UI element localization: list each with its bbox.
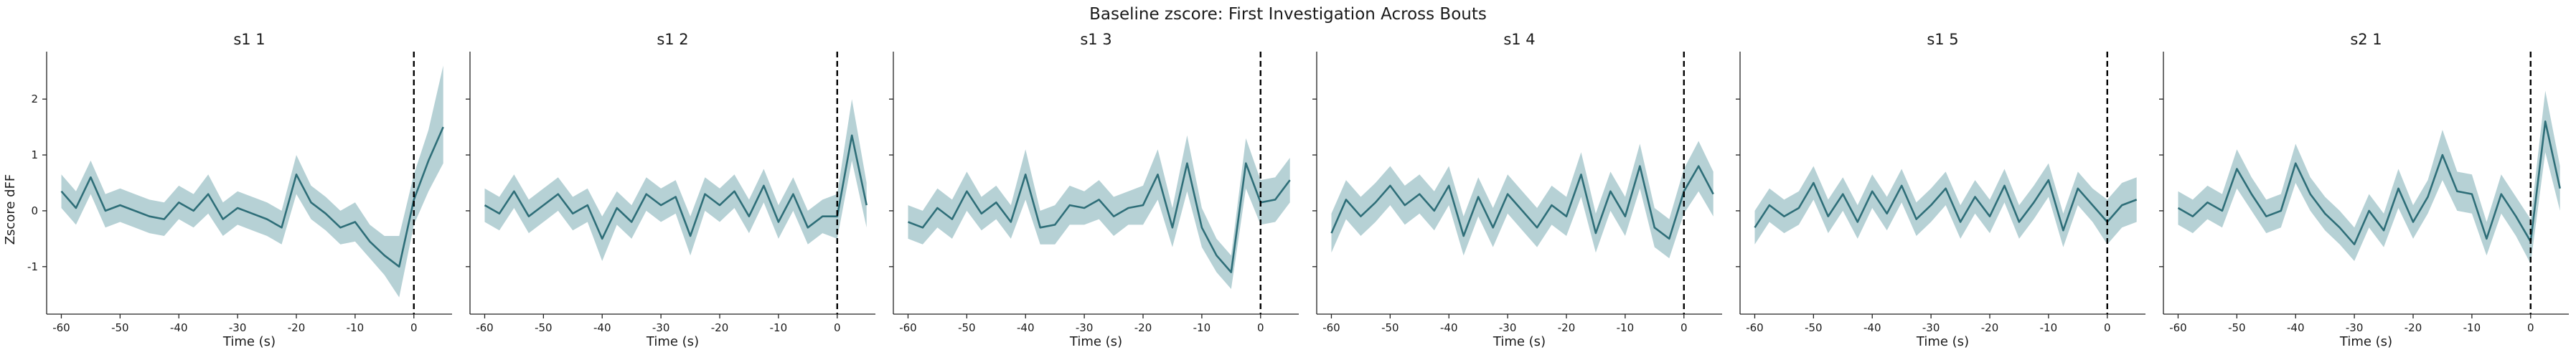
x-axis-label: Time (s) bbox=[1916, 334, 1969, 349]
x-tick-label: -50 bbox=[111, 321, 129, 334]
x-tick-label: -30 bbox=[1499, 321, 1517, 334]
x-tick-label: -10 bbox=[1617, 321, 1635, 334]
confidence-band bbox=[1331, 141, 1714, 259]
panel-2: s1 2 -60 -50 -40 -30 -20 -10 0 Time (s) bbox=[466, 31, 875, 349]
x-tick-label: -20 bbox=[1134, 321, 1152, 334]
x-tick-label: -40 bbox=[1863, 321, 1881, 334]
x-tick-label: -10 bbox=[1193, 321, 1211, 334]
x-tick-label: 0 bbox=[2527, 321, 2534, 334]
x-tick-label: -30 bbox=[652, 321, 670, 334]
mean-line bbox=[60, 126, 444, 268]
x-axis-label: Time (s) bbox=[1069, 334, 1122, 349]
x-tick-label: -30 bbox=[229, 321, 247, 334]
x-tick-label: -50 bbox=[1381, 321, 1399, 334]
mean-line bbox=[1754, 179, 2138, 232]
x-tick-label: -30 bbox=[1076, 321, 1094, 334]
x-tick-label: -30 bbox=[2346, 321, 2364, 334]
confidence-band bbox=[484, 99, 867, 261]
x-tick-label: -60 bbox=[1746, 321, 1764, 334]
mean-line bbox=[1330, 165, 1714, 240]
x-axis-label: Time (s) bbox=[2339, 334, 2392, 349]
confidence-band bbox=[1754, 163, 2137, 247]
x-tick-label: -40 bbox=[170, 321, 188, 334]
x-tick-label: 0 bbox=[834, 321, 841, 334]
mean-line bbox=[484, 134, 868, 240]
x-tick-label: -20 bbox=[288, 321, 306, 334]
x-tick-label: -50 bbox=[958, 321, 976, 334]
y-tick-label: -1 bbox=[27, 260, 38, 273]
x-tick-label: 0 bbox=[2104, 321, 2111, 334]
x-tick-label: -50 bbox=[535, 321, 553, 334]
x-axis-label: Time (s) bbox=[222, 334, 276, 349]
y-axis-label: Zscore dFF bbox=[3, 174, 18, 245]
x-tick-label: -50 bbox=[2228, 321, 2246, 334]
panel-title: s2 1 bbox=[2350, 31, 2382, 48]
panel-4: s1 4 -60 -50 -40 -30 -20 -10 0 Time (s) bbox=[1312, 31, 1722, 349]
x-tick-label: -60 bbox=[476, 321, 494, 334]
x-axis-label: Time (s) bbox=[1493, 334, 1546, 349]
y-tick-label: 1 bbox=[31, 148, 38, 161]
x-tick-label: -40 bbox=[1440, 321, 1458, 334]
x-tick-label: -20 bbox=[2405, 321, 2422, 334]
x-tick-label: -20 bbox=[711, 321, 729, 334]
y-tick-label: 2 bbox=[31, 93, 38, 105]
x-tick-label: -10 bbox=[347, 321, 365, 334]
x-tick-label: -50 bbox=[1805, 321, 1823, 334]
x-tick-label: -30 bbox=[1922, 321, 1940, 334]
x-tick-label: 0 bbox=[1680, 321, 1688, 334]
x-tick-label: -60 bbox=[1322, 321, 1340, 334]
x-axis-label: Time (s) bbox=[646, 334, 699, 349]
figure-title: Baseline zscore: First Investigation Acr… bbox=[1089, 5, 1487, 24]
x-tick-label: -60 bbox=[52, 321, 70, 334]
panel-title: s1 3 bbox=[1080, 31, 1111, 48]
confidence-band bbox=[908, 135, 1290, 289]
panel-6: s2 1 -60 -50 -40 -30 -20 -10 0 Time (s) bbox=[2159, 31, 2569, 349]
panel-title: s1 1 bbox=[233, 31, 265, 48]
x-tick-label: 0 bbox=[410, 321, 418, 334]
x-tick-label: -40 bbox=[2287, 321, 2305, 334]
x-tick-label: -20 bbox=[1981, 321, 1999, 334]
x-tick-label: -60 bbox=[899, 321, 917, 334]
x-tick-label: -10 bbox=[2040, 321, 2058, 334]
confidence-band bbox=[61, 65, 443, 298]
panel-3: s1 3 -60 -50 -40 -30 -20 -10 0 Time (s) bbox=[889, 31, 1299, 349]
panel-title: s1 5 bbox=[1927, 31, 1958, 48]
x-tick-label: -20 bbox=[1558, 321, 1576, 334]
x-tick-label: -10 bbox=[770, 321, 788, 334]
confidence-band bbox=[2178, 90, 2560, 264]
x-tick-label: -40 bbox=[1017, 321, 1035, 334]
x-tick-label: -40 bbox=[593, 321, 611, 334]
panel-title: s1 2 bbox=[657, 31, 688, 48]
y-tick-label: 0 bbox=[31, 204, 38, 217]
x-tick-label: 0 bbox=[1257, 321, 1264, 334]
mean-line bbox=[908, 162, 1291, 273]
panel-5: s1 5 -60 -50 -40 -30 -20 -10 0 Time (s) bbox=[1736, 31, 2145, 349]
mean-line bbox=[2177, 120, 2561, 246]
x-tick-label: -10 bbox=[2463, 321, 2481, 334]
panel-title: s1 4 bbox=[1503, 31, 1535, 48]
x-tick-label: -60 bbox=[2169, 321, 2187, 334]
